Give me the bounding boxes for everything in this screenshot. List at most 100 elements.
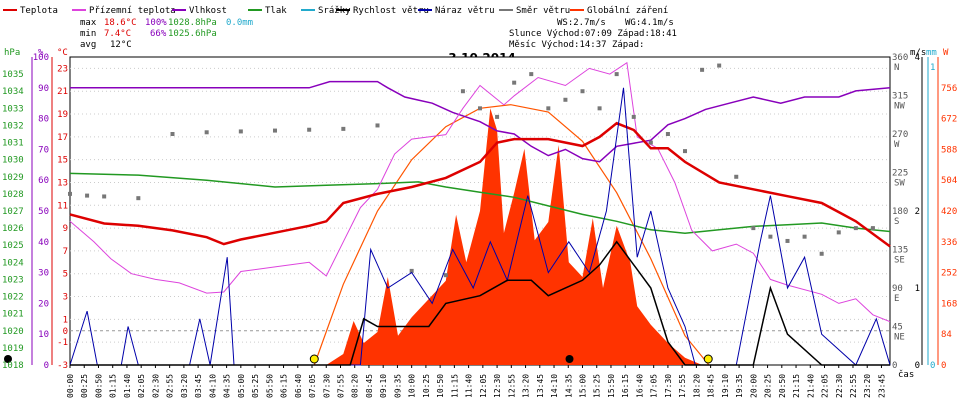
- x-tick-label: 21:15: [792, 374, 801, 398]
- direction-cardinal-label: NE: [894, 333, 905, 343]
- direction-cardinal-label: SW: [894, 179, 905, 189]
- wind-direction-point: [870, 226, 875, 231]
- left-axes: hPa% °C1035103410331032103110301029102810…: [2, 48, 68, 371]
- degc-tick-label: 9: [63, 224, 68, 234]
- mm-tick-label: 1: [930, 63, 935, 73]
- ms-tick-label: 2: [915, 207, 920, 217]
- sun-moon-markers: [4, 354, 713, 364]
- direction-tick-label: 360: [892, 53, 908, 63]
- x-tick-label: 15:25: [593, 374, 602, 398]
- w-tick-label: 84: [941, 330, 952, 340]
- sunset-marker: [703, 354, 713, 364]
- x-tick-label: 22:30: [835, 374, 844, 398]
- degc-tick-label: 3: [63, 293, 68, 303]
- direction-cardinal-label: N: [894, 63, 899, 73]
- x-tick-label: 16:15: [621, 374, 630, 398]
- wind-direction-point: [375, 123, 380, 128]
- x-tick-label: 08:20: [351, 374, 360, 398]
- legend-label: Srážky: [318, 6, 351, 16]
- humidity-layer: [70, 80, 891, 163]
- w-tick-label: 336: [941, 238, 957, 248]
- hpa-tick-label: 1031: [2, 139, 24, 149]
- wind-direction-point: [273, 128, 277, 133]
- degc-tick-label: 0: [63, 327, 68, 337]
- direction-tick-label: 90: [892, 284, 903, 294]
- min-hum: 66%: [150, 29, 167, 39]
- x-tick-label: 22:55: [849, 374, 858, 398]
- hpa-tick-label: 1020: [2, 327, 24, 337]
- avg-label: avg: [80, 40, 96, 50]
- x-tick-label: 15:00: [579, 374, 588, 398]
- x-tick-label: 20:25: [764, 374, 773, 398]
- ms-tick-label: 4: [915, 53, 920, 63]
- x-tick-label: 12:30: [493, 374, 502, 398]
- direction-tick-label: 225: [892, 169, 908, 179]
- direction-tick-label: 270: [892, 130, 908, 140]
- w-tick-label: 420: [941, 207, 957, 217]
- x-axis: 00:00 00:25 00:50 01:15 01:40 02:05 02:30 02:55…: [66, 365, 887, 398]
- wind-direction-point: [631, 114, 636, 119]
- x-tick-label: 00:25: [80, 374, 89, 398]
- wind-direction-point: [102, 194, 107, 199]
- x-tick-label: 08:45: [365, 374, 374, 398]
- pct-tick-label: 30: [38, 269, 49, 279]
- degc-tick-label: 7: [63, 247, 68, 257]
- ground-temp-line: [69, 61, 891, 323]
- wind-direction-point: [170, 132, 175, 136]
- legend-label: Globální záření: [587, 6, 668, 16]
- pct-tick-label: 20: [38, 299, 49, 309]
- direction-tick-label: 0: [892, 361, 897, 371]
- x-tick-label: 10:50: [436, 374, 445, 398]
- direction-cardinal-label: NW: [894, 102, 905, 112]
- hpa-tick-label: 1026: [2, 224, 24, 234]
- x-tick-label: 13:45: [536, 374, 545, 398]
- hpa-tick-label: 1030: [2, 156, 24, 166]
- x-tick-label: 11:40: [465, 374, 474, 398]
- sun-info: Slunce Východ:07:09 Západ:18:41: [509, 29, 677, 39]
- x-tick-label: 06:40: [294, 374, 303, 398]
- wind-direction-point: [563, 97, 568, 102]
- sunrise-marker: [309, 354, 319, 364]
- w-tick-label: 0: [941, 361, 946, 371]
- max-temp: 18.6°C: [104, 18, 137, 28]
- direction-tick-label: 135: [892, 246, 908, 256]
- w-tick-label: 756: [941, 84, 957, 94]
- x-tick-label: 02:30: [151, 374, 160, 398]
- wind-direction-point: [836, 230, 841, 235]
- info-block: WS:2.7m/s WG:4.1m/s Slunce Východ:07:09 …: [509, 18, 677, 50]
- legend-label: Tlak: [265, 6, 287, 16]
- wind-direction-point: [700, 67, 705, 72]
- pct-tick-label: 100: [33, 53, 49, 63]
- wind-direction-point: [853, 226, 858, 231]
- radiation-area: [326, 108, 703, 366]
- x-tick-label: 15:50: [607, 374, 616, 398]
- direction-cardinal-label: W: [894, 140, 900, 150]
- wind-direction-point: [478, 106, 482, 111]
- ground-temp-layer: [69, 61, 891, 323]
- hpa-tick-label: 1033: [2, 104, 24, 114]
- x-tick-label: 09:10: [379, 374, 388, 398]
- hpa-tick-label: 1029: [2, 173, 24, 183]
- direction-tick-label: 315: [892, 92, 908, 102]
- hpa-tick-label: 1028: [2, 190, 24, 200]
- w-tick-label: 168: [941, 299, 957, 309]
- x-tick-label: 05:00: [237, 374, 246, 398]
- wind-direction-point: [443, 273, 448, 278]
- gridlines: [70, 67, 890, 343]
- wind-direction-point: [665, 132, 670, 136]
- wind-layer: [69, 87, 891, 366]
- max-label: max: [80, 18, 97, 28]
- hpa-axis-title: hPa: [4, 48, 20, 58]
- wind-direction-point: [768, 234, 773, 239]
- degc-tick-label: 17: [57, 133, 68, 143]
- wind-direction-point: [136, 196, 141, 201]
- legend-label: Přízemní teplota: [89, 6, 176, 16]
- legend-label: Rychlost větru: [353, 6, 429, 16]
- legend-label: Směr větru: [516, 6, 570, 16]
- x-tick-label: 16:40: [635, 374, 644, 398]
- x-tick-label: 02:55: [166, 374, 175, 398]
- temperature-line: [69, 121, 891, 248]
- wind-direction-point: [734, 174, 739, 179]
